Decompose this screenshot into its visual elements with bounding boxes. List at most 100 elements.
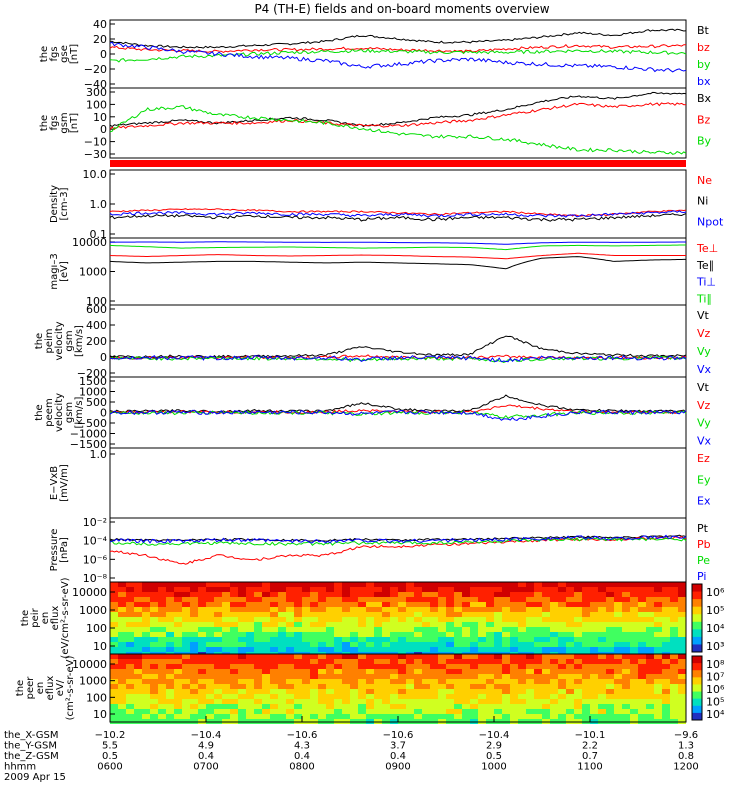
heat-cell — [414, 592, 422, 597]
heat-cell — [142, 664, 150, 669]
heat-cell — [134, 602, 142, 607]
heat-cell — [230, 582, 238, 587]
heat-cell — [470, 647, 478, 652]
heat-cell — [454, 602, 462, 607]
heat-cell — [350, 582, 358, 587]
heat-cell — [574, 617, 582, 622]
heat-cell — [550, 647, 558, 652]
heat-cell — [278, 699, 286, 704]
heat-cell — [342, 637, 350, 642]
heat-cell — [166, 654, 174, 659]
heat-cell — [334, 664, 342, 669]
heat-cell — [630, 669, 638, 674]
heat-cell — [406, 659, 414, 664]
heat-cell — [670, 597, 678, 602]
heat-cell — [430, 642, 438, 647]
heat-cell — [110, 684, 118, 689]
heat-cell — [630, 659, 638, 664]
y-tick-label: 10⁻² — [83, 516, 107, 529]
heat-cell — [534, 617, 542, 622]
heat-cell — [158, 632, 166, 637]
heat-cell — [598, 664, 606, 669]
heat-cell — [406, 642, 414, 647]
heat-cell — [598, 642, 606, 647]
heat-cell — [510, 607, 518, 612]
heat-cell — [454, 637, 462, 642]
heat-cell — [406, 632, 414, 637]
heat-cell — [550, 654, 558, 659]
heat-cell — [166, 627, 174, 632]
heat-cell — [398, 704, 406, 709]
heat-cell — [622, 674, 630, 679]
heat-cell — [158, 637, 166, 642]
heat-cell — [158, 622, 166, 627]
heat-cell — [278, 704, 286, 709]
heat-cell — [286, 592, 294, 597]
heat-cell — [382, 704, 390, 709]
heat-cell — [326, 622, 334, 627]
heat-cell — [558, 659, 566, 664]
heat-cell — [126, 704, 134, 709]
heat-cell — [430, 714, 438, 719]
heat-cell — [198, 684, 206, 689]
heat-cell — [470, 617, 478, 622]
heat-cell — [558, 674, 566, 679]
heat-cell — [334, 622, 342, 627]
heat-cell — [398, 612, 406, 617]
heat-cell — [278, 647, 286, 652]
heat-cell — [590, 637, 598, 642]
heat-cell — [374, 602, 382, 607]
heat-cell — [302, 699, 310, 704]
heat-cell — [670, 612, 678, 617]
heat-cell — [310, 709, 318, 714]
heat-cell — [254, 607, 262, 612]
heat-cell — [454, 664, 462, 669]
heat-cell — [350, 659, 358, 664]
heat-cell — [374, 637, 382, 642]
heat-cell — [286, 684, 294, 689]
heat-cell — [126, 679, 134, 684]
heat-cell — [430, 699, 438, 704]
heat-cell — [118, 632, 126, 637]
heat-cell — [270, 659, 278, 664]
heat-cell — [286, 597, 294, 602]
y-axis-label-line: [km/s] — [74, 325, 85, 357]
heat-cell — [662, 597, 670, 602]
heat-cell — [262, 642, 270, 647]
heat-cell — [254, 699, 262, 704]
heat-cell — [150, 699, 158, 704]
heat-cell — [574, 632, 582, 637]
heat-cell — [534, 669, 542, 674]
heat-cell — [110, 602, 118, 607]
heat-cell — [566, 607, 574, 612]
heat-cell — [302, 709, 310, 714]
heat-cell — [510, 637, 518, 642]
heat-cell — [462, 647, 470, 652]
heat-cell — [446, 704, 454, 709]
heat-cell — [262, 602, 270, 607]
heat-cell — [630, 714, 638, 719]
heat-cell — [542, 582, 550, 587]
heat-cell — [534, 679, 542, 684]
heat-cell — [182, 664, 190, 669]
heat-cell — [254, 709, 262, 714]
heat-cell — [630, 582, 638, 587]
heat-cell — [598, 694, 606, 699]
heat-cell — [414, 674, 422, 679]
heat-cell — [342, 694, 350, 699]
heat-cell — [286, 689, 294, 694]
heat-cell — [398, 684, 406, 689]
heat-cell — [166, 659, 174, 664]
heat-cell — [150, 689, 158, 694]
heat-cell — [526, 659, 534, 664]
heat-cell — [294, 587, 302, 592]
heat-cell — [118, 664, 126, 669]
heat-cell — [214, 659, 222, 664]
legend-Pe: Pe — [697, 554, 710, 567]
heat-cell — [110, 632, 118, 637]
heat-cell — [182, 694, 190, 699]
heat-cell — [574, 637, 582, 642]
heat-cell — [622, 592, 630, 597]
y-axis-label-line: peir — [30, 607, 41, 627]
